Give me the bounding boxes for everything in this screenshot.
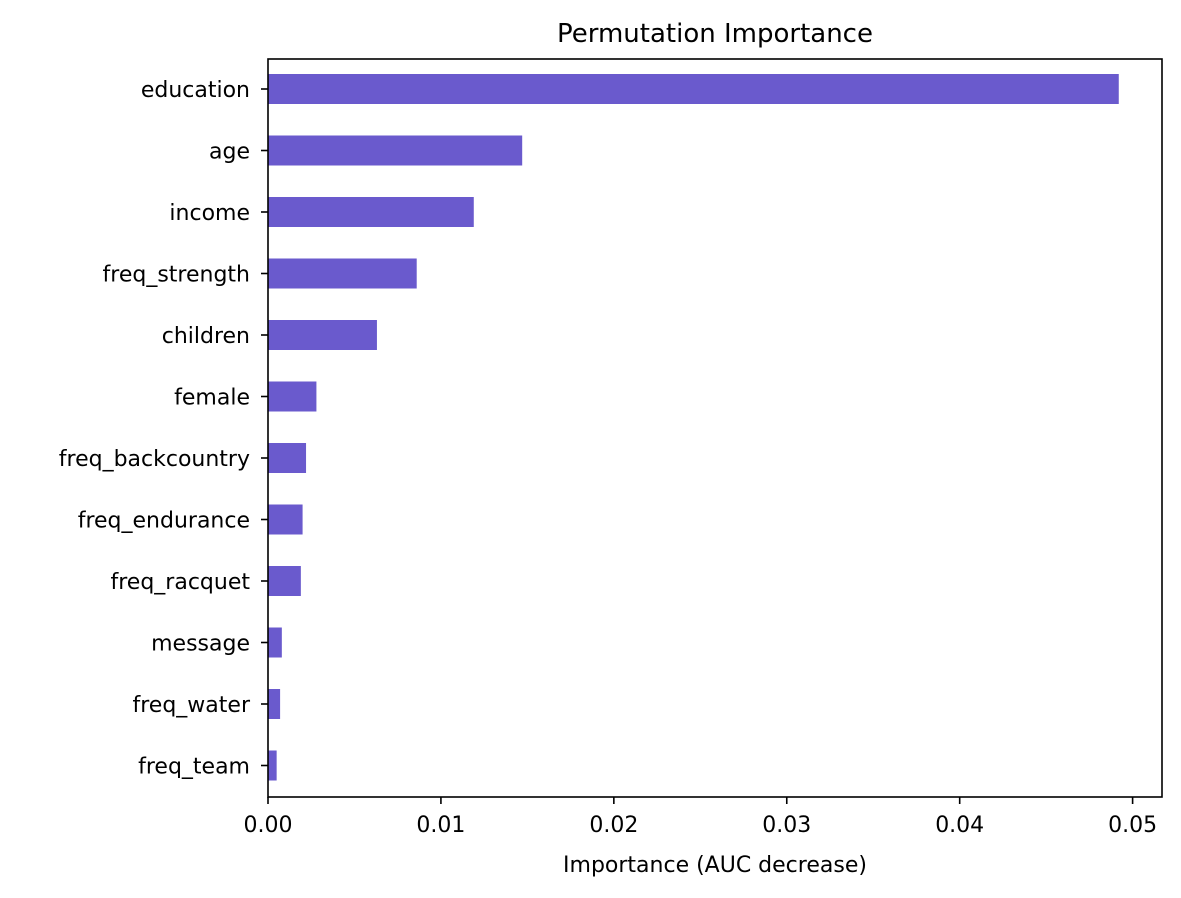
bar-education xyxy=(268,74,1119,104)
x-tick-label-4: 0.04 xyxy=(935,813,984,838)
y-tick-label-age: age xyxy=(209,140,250,165)
y-tick-label-children: children xyxy=(162,324,250,349)
y-tick-label-freq-endurance: freq_endurance xyxy=(78,509,250,534)
bar-children xyxy=(268,320,377,350)
y-tick-label-education: education xyxy=(141,78,250,103)
x-tick-label-0: 0.00 xyxy=(244,813,293,838)
bar-message xyxy=(268,627,282,658)
y-tick-label-female: female xyxy=(174,386,250,411)
bar-freq-backcountry xyxy=(268,443,307,473)
chart-title: Permutation Importance xyxy=(557,19,873,49)
x-axis-ticks: 0.00 0.01 0.02 0.03 0.04 0.05 xyxy=(244,797,1157,838)
bar-income xyxy=(268,197,474,227)
x-tick-label-3: 0.03 xyxy=(762,813,811,838)
y-tick-label-freq-water: freq_water xyxy=(133,693,251,718)
y-tick-label-message: message xyxy=(151,632,250,657)
y-tick-label-freq-strength: freq_strength xyxy=(103,263,250,288)
bar-freq-endurance xyxy=(268,504,303,535)
y-tick-label-income: income xyxy=(169,201,250,226)
bar-freq-water xyxy=(268,689,281,719)
bar-freq-team xyxy=(268,750,277,781)
x-tick-label-1: 0.01 xyxy=(416,813,465,838)
y-tick-label-freq-team: freq_team xyxy=(138,755,250,780)
bar-freq-racquet xyxy=(268,566,301,596)
bars xyxy=(268,74,1119,781)
y-axis-ticks: education age income freq_strength children f… xyxy=(59,78,268,780)
x-axis-label: Importance (AUC decrease) xyxy=(563,853,867,878)
x-tick-label-2: 0.02 xyxy=(589,813,638,838)
x-tick-label-5: 0.05 xyxy=(1108,813,1157,838)
plot-frame xyxy=(267,58,1163,798)
y-tick-label-freq-racquet: freq_racquet xyxy=(111,570,251,595)
bar-age xyxy=(268,135,523,166)
bar-female xyxy=(268,381,317,412)
y-tick-label-freq-backcountry: freq_backcountry xyxy=(59,447,250,472)
bar-freq-strength xyxy=(268,258,417,289)
